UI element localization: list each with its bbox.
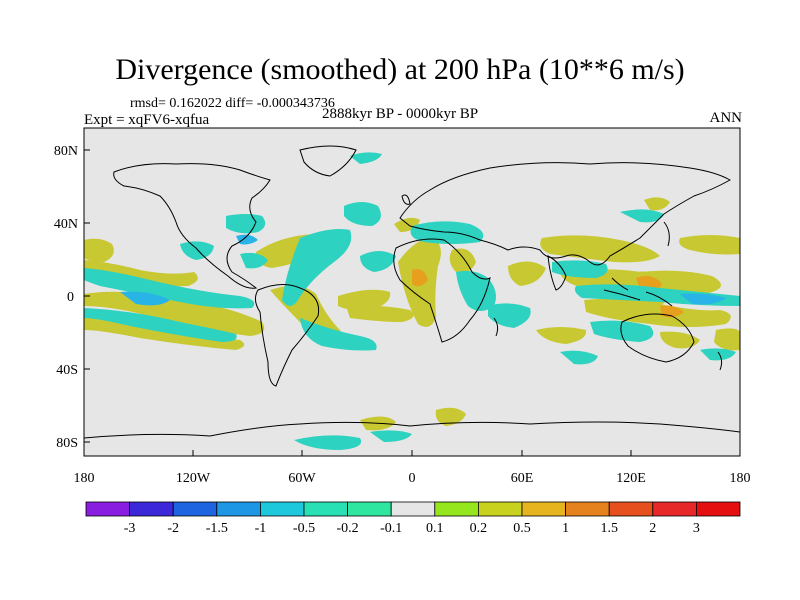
lat-label: 0	[67, 290, 74, 305]
coast-north-america	[113, 163, 271, 289]
colorbar-label: 0.1	[426, 521, 444, 536]
lat-label: 80N	[54, 144, 78, 159]
colorbar-label: -0.5	[293, 521, 315, 536]
coast-eurasia	[399, 162, 732, 266]
coast-india	[547, 255, 567, 291]
strong-negative-cores	[120, 234, 726, 306]
axis-ticks	[83, 149, 741, 456]
colorbar-swatch	[565, 501, 610, 517]
longitude-labels: 180 120W 60W 0 60E 120E 180	[74, 471, 751, 486]
colorbar-label: 0.5	[513, 521, 531, 536]
colorbar-label: 2	[649, 521, 656, 536]
coast-madagascar	[493, 317, 499, 337]
experiment-label: Expt = xqFV6-xqfua	[84, 112, 210, 128]
positive-divergence-regions	[84, 197, 740, 431]
lon-label: 180	[74, 471, 95, 486]
colorbar-label: 1.5	[600, 521, 618, 536]
colorbar-swatch	[303, 501, 348, 517]
coast-south-america	[254, 284, 320, 387]
colorbar-label: -0.1	[380, 521, 402, 536]
coast-australia	[620, 313, 695, 363]
coast-new-zealand	[717, 351, 723, 371]
colorbar-swatch	[390, 501, 436, 517]
season-label: ANN	[709, 110, 743, 126]
coast-indonesia	[603, 277, 673, 307]
colorbar-label: -0.2	[337, 521, 359, 536]
colorbar-label: -1	[255, 521, 267, 536]
lon-label: 0	[409, 471, 416, 486]
colorbar-swatch	[216, 501, 261, 517]
stats-label: rmsd= 0.162022 diff= -0.000343736	[130, 96, 335, 111]
coast-japan	[663, 221, 670, 247]
colorbar: -3 -2 -1.5 -1 -0.5 -0.2 -0.1 0.1 0.2 0.5 1 1.5 2 3	[85, 501, 741, 536]
colorbar-swatch	[347, 501, 392, 517]
colorbar-swatch	[129, 501, 174, 517]
lon-label: 120E	[616, 471, 646, 486]
colorbar-swatch	[521, 501, 566, 517]
colorbar-swatch	[608, 501, 654, 517]
colorbar-swatch	[652, 501, 697, 517]
map-title: Divergence (smoothed) at 200 hPa (10**6 …	[115, 53, 685, 86]
period-label: 2888kyr BP - 0000kyr BP	[322, 106, 479, 122]
lon-label: 180	[730, 471, 751, 486]
coast-antarctica	[84, 421, 740, 439]
divergence-field	[84, 152, 740, 450]
colorbar-swatch	[259, 501, 305, 517]
coast-africa	[393, 238, 491, 343]
colorbar-label: 1	[562, 521, 569, 536]
lon-label: 60W	[288, 471, 316, 486]
colorbar-swatch	[434, 501, 479, 517]
lon-label: 120W	[176, 471, 211, 486]
colorbar-label: -2	[167, 521, 179, 536]
negative-divergence-regions	[84, 152, 740, 450]
colorbar-label: -1.5	[206, 521, 228, 536]
coastlines	[84, 145, 740, 439]
lon-label: 60E	[511, 471, 534, 486]
colorbar-swatch	[477, 501, 523, 517]
colorbar-swatch	[172, 501, 218, 517]
colorbar-label: -3	[124, 521, 136, 536]
coast-uk	[401, 194, 411, 205]
lat-label: 80S	[56, 436, 78, 451]
lat-label: 40N	[54, 217, 78, 232]
latitude-labels: 80N 40N 0 40S 80S	[54, 144, 78, 451]
colorbar-swatch	[696, 501, 741, 517]
colorbar-label: 0.2	[470, 521, 488, 536]
lat-label: 40S	[56, 363, 78, 378]
coast-greenland	[299, 145, 357, 177]
colorbar-label: 3	[693, 521, 700, 536]
colorbar-swatch	[85, 501, 130, 517]
